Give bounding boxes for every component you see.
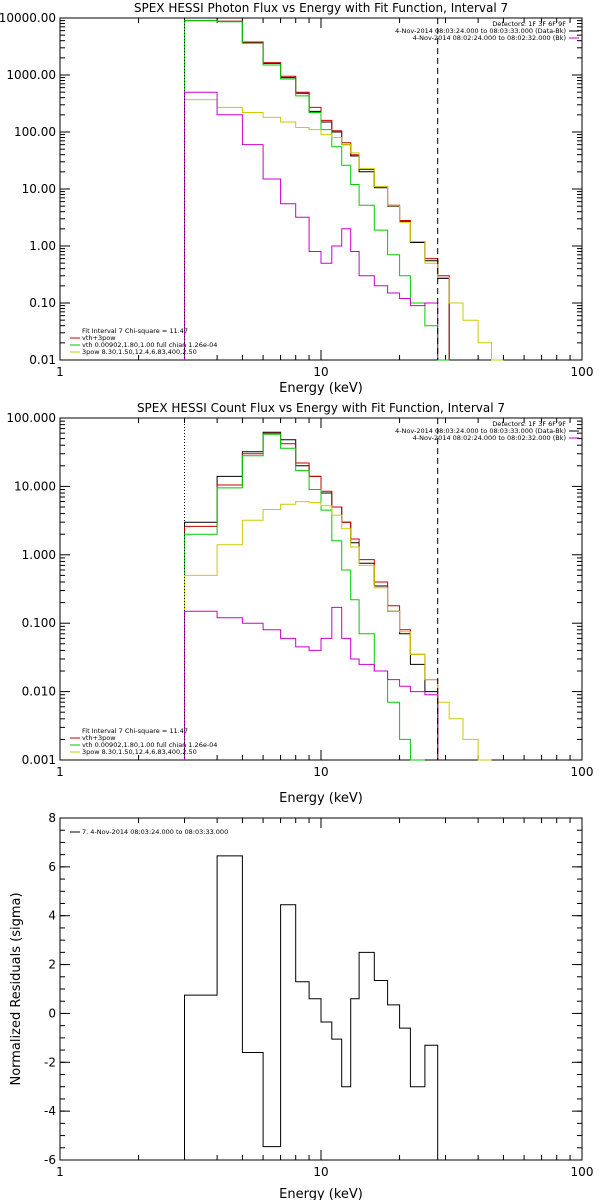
panel2-legend-left-text: 3pow 8.30,1.50,12.4,6.83,400,2.50 bbox=[82, 748, 197, 756]
panel1-ytick-label: 10000.00 bbox=[0, 11, 56, 25]
panel3-frame bbox=[59, 817, 583, 1161]
panel2-xtick-label: 10 bbox=[313, 765, 328, 779]
panel1-ytick-label: 1000.00 bbox=[6, 68, 56, 82]
panel3-legend-left-text: 7. 4-Nov-2014 08:03:24.000 to 08:03:33.0… bbox=[82, 828, 228, 836]
panel1-legend-left-text: vth+3pow bbox=[82, 334, 116, 342]
panel1-legend: Detectors: 1F 3F 6F 9F4-Nov-2014 08:03:2… bbox=[70, 20, 579, 356]
panel1-xtick-label: 10 bbox=[313, 365, 328, 379]
panel2-legend-right-text: 4-Nov-2014 08:02:24.000 to 08:02:32.000 … bbox=[413, 434, 566, 442]
panel3-ytick-label: 6 bbox=[48, 860, 56, 874]
panel2-xlabel: Energy (keV) bbox=[279, 791, 363, 806]
panel2-series-bk bbox=[184, 606, 439, 760]
panel1-series-data-bk bbox=[184, 17, 450, 360]
panel1-ytick-label: 100.00 bbox=[14, 125, 56, 139]
panel1-legend-right-text: 4-Nov-2014 08:02:24.000 to 08:02:32.000 … bbox=[413, 34, 566, 42]
panel3-series-7- bbox=[184, 855, 439, 1160]
panel3-legend: 7. 4-Nov-2014 08:03:24.000 to 08:03:33.0… bbox=[70, 828, 228, 836]
panel2-ytick-label: 100.000 bbox=[6, 411, 56, 425]
panel2-legend-right-text: 4-Nov-2014 08:03:24.000 to 08:03:33.000 … bbox=[395, 427, 566, 435]
panel1-series-bk bbox=[184, 91, 439, 360]
panel1-legend-right-text: 4-Nov-2014 08:03:24.000 to 08:03:33.000 … bbox=[395, 27, 566, 35]
panel2-ytick-label: 1.000 bbox=[22, 548, 56, 562]
panel2-axes: 1 10 100 0.001 0.010 0.100 1.000 10.000 100.000 bbox=[6, 411, 593, 779]
panel-photon-flux: SPEX HESSI Photon Flux vs Energy with Fi… bbox=[0, 1, 593, 396]
panel2-xtick-label: 1 bbox=[56, 765, 64, 779]
panel-residuals: 1 10 100 -6 -4 -2 0 2 4 6 8 7. 4-Nov-2014 08:03:24… bbox=[9, 811, 593, 1200]
panel1-ytick-label: 10.00 bbox=[22, 182, 56, 196]
panel3-xtick-label: 1 bbox=[56, 1165, 64, 1179]
panel2-xtick-label: 100 bbox=[571, 765, 594, 779]
panel1-ytick-label: 0.01 bbox=[29, 353, 56, 367]
panel2-legend: Detectors: 1F 3F 6F 9F4-Nov-2014 08:03:2… bbox=[70, 420, 579, 756]
panel2-frame bbox=[59, 417, 583, 761]
panel1-xtick-label: 1 bbox=[56, 365, 64, 379]
panel1-xlabel: Energy (keV) bbox=[279, 381, 363, 396]
panel3-ytick-label: -4 bbox=[44, 1104, 56, 1118]
panel2-title: SPEX HESSI Count Flux vs Energy with Fit… bbox=[137, 401, 505, 415]
panel3-ytick-label: 8 bbox=[48, 811, 56, 825]
panel1-ytick-label: 1.00 bbox=[29, 239, 56, 253]
panel3-axes: 1 10 100 -6 -4 -2 0 2 4 6 8 bbox=[44, 811, 593, 1179]
panel1-legend-left-text: vth 0.00902,1.80,1.00 full chian 1.26e-0… bbox=[82, 341, 217, 349]
panel1-ytick-label: 0.10 bbox=[29, 296, 56, 310]
panel3-ytick-label: 4 bbox=[48, 909, 56, 923]
panel3-ylabel: Normalized Residuals (sigma) bbox=[9, 892, 24, 1085]
panel2-ytick-label: 0.010 bbox=[22, 685, 56, 699]
panel1-frame bbox=[59, 17, 583, 361]
panel1-xtick-label: 100 bbox=[571, 365, 594, 379]
panel1-legend-left-text: 3pow 8.30,1.50,12.4,6.83,400,2.50 bbox=[82, 348, 197, 356]
panel2-legend-right-text: Detectors: 1F 3F 6F 9F bbox=[492, 420, 566, 428]
panel1-series-vth-3pow bbox=[184, 20, 450, 360]
panel2-ytick-label: 0.100 bbox=[22, 616, 56, 630]
panel3-xtick-label: 10 bbox=[313, 1165, 328, 1179]
panel3-ytick-label: -2 bbox=[44, 1055, 56, 1069]
panel1-axes: 1 10 100 0.01 0.10 1.00 10.00 100.00 1000.00 1000… bbox=[0, 11, 593, 379]
panel3-ytick-label: 0 bbox=[48, 1006, 56, 1020]
panel2-ytick-label: 0.001 bbox=[22, 753, 56, 767]
panel3-ytick-label: 2 bbox=[48, 958, 56, 972]
panel2-series-vth bbox=[184, 433, 425, 761]
panel2-series bbox=[184, 418, 492, 761]
panel3-series bbox=[184, 855, 439, 1160]
panel1-legend-right-text: Detectors: 1F 3F 6F 9F bbox=[492, 20, 566, 28]
panel-count-flux: SPEX HESSI Count Flux vs Energy with Fit… bbox=[6, 401, 593, 806]
panel1-series-vth bbox=[184, 20, 450, 361]
panel1-legend-left-text: Fit Interval 7 Chi-square = 11.47 bbox=[82, 327, 188, 335]
panel3-xtick-label: 100 bbox=[571, 1165, 594, 1179]
panel3-ytick-label: -6 bbox=[44, 1153, 56, 1167]
panel3-xlabel: Energy (keV) bbox=[279, 1187, 363, 1200]
panel2-legend-left-text: Fit Interval 7 Chi-square = 11.47 bbox=[82, 727, 188, 735]
panel2-legend-left-text: vth+3pow bbox=[82, 734, 116, 742]
panel2-series-vth-3pow bbox=[184, 432, 439, 760]
panel2-legend-left-text: vth 0.00902,1.80,1.00 full chian 1.26e-0… bbox=[82, 741, 217, 749]
panel1-series-3pow bbox=[184, 99, 504, 361]
panel1-title: SPEX HESSI Photon Flux vs Energy with Fi… bbox=[134, 1, 508, 15]
panel2-ytick-label: 10.000 bbox=[14, 479, 56, 493]
panel1-series bbox=[184, 17, 504, 361]
